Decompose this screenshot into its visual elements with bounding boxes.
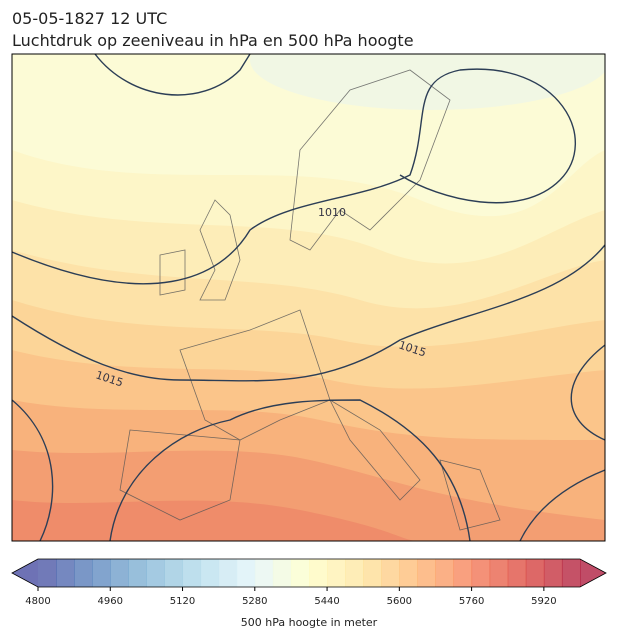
- colorbar-segment: [435, 559, 455, 587]
- colorbar-segment: [453, 559, 473, 587]
- colorbar-segment: [381, 559, 400, 587]
- colorbar-segment: [309, 559, 328, 587]
- colorbar-segment: [110, 559, 129, 587]
- colorbar-segment: [363, 559, 382, 587]
- colorbar-segment: [327, 559, 346, 587]
- colorbar-segment: [92, 559, 111, 587]
- date: 05-05-1827 12 UTC: [12, 9, 167, 28]
- colorbar-segment: [507, 559, 527, 587]
- colorbar-segment: [471, 559, 491, 587]
- colorbar-tick-label: 4800: [25, 596, 50, 607]
- colorbar-segment: [272, 559, 292, 587]
- colorbar-segment: [561, 559, 581, 587]
- colorbar-tick-label: 5600: [387, 596, 412, 607]
- map: 1010 1015 1015: [12, 54, 605, 541]
- colorbar-segment: [417, 559, 436, 587]
- colorbar-segment: [525, 559, 545, 587]
- colorbar-segment: [56, 559, 75, 587]
- colorbar-segment: [290, 559, 310, 587]
- colorbar-outline: [11, 558, 607, 588]
- colorbar-segment: [399, 559, 418, 587]
- colorbar-segment: [128, 559, 147, 587]
- contour-label: 1010: [318, 206, 346, 219]
- map-frame: [11, 53, 606, 542]
- colorbar-segment: [345, 559, 364, 587]
- colorbar-segment: [38, 559, 57, 587]
- colorbar-label: 500 hPa hoogte in meter: [241, 616, 378, 629]
- colorbar-tick-label: 5120: [170, 596, 195, 607]
- colorbar-segment: [236, 559, 256, 587]
- colorbar-segment: [74, 559, 93, 587]
- colorbar-segment: [164, 559, 184, 587]
- colorbar-segment: [489, 559, 509, 587]
- colorbar-extend: [12, 559, 38, 587]
- colorbar-tick-label: 5760: [459, 596, 484, 607]
- colorbar-segment: [146, 559, 165, 587]
- colorbar-segment: [218, 559, 238, 587]
- colorbar-tick-label: 4960: [98, 596, 123, 607]
- colorbar-segment: [182, 559, 202, 587]
- colorbar-segment: [543, 559, 563, 587]
- title: Luchtdruk op zeeniveau in hPa en 500 hPa…: [12, 31, 414, 50]
- colorbar-segment: [200, 559, 220, 587]
- colorbar: 4800 4960 5120 5280 5440 5600 5760 5920: [11, 558, 607, 607]
- colorbar-segment: [254, 559, 274, 587]
- colorbar-tick-label: 5440: [314, 596, 339, 607]
- colorbar-tick-label: 5280: [242, 596, 267, 607]
- colorbar-tick-label: 5920: [531, 596, 556, 607]
- colorbar-extend: [580, 559, 606, 587]
